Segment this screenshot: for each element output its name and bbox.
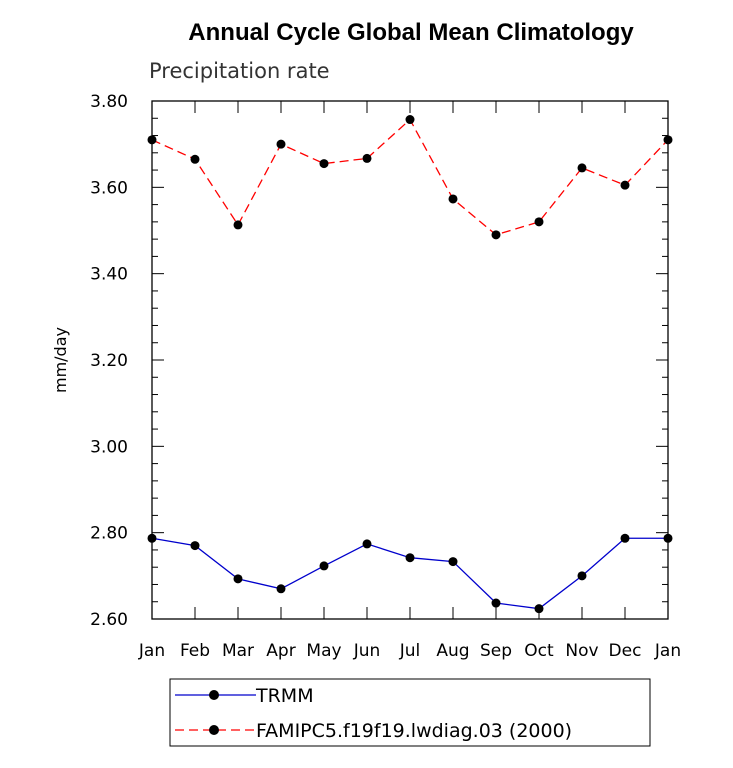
data-point-series-1 [405, 115, 415, 125]
data-point-series-0 [147, 533, 157, 543]
plot-area: 2.60 2.80 3.00 3.20 3.40 3.60 3.80 Jan Feb Mar Apr… [90, 92, 681, 661]
data-point-series-0 [362, 539, 372, 549]
legend: TRMM FAMIPC5.f19f19.lwdiag.03 (2000) [169, 678, 651, 747]
data-point-series-1 [233, 220, 243, 230]
series-line-0 [151, 537, 668, 610]
data-point-series-0 [405, 553, 415, 563]
data-point-series-0 [534, 604, 544, 614]
chart-title: Annual Cycle Global Mean Climatology [188, 19, 634, 46]
x-tick-label: Jan [138, 641, 165, 661]
data-point-series-1 [319, 159, 329, 169]
data-point-series-0 [276, 584, 286, 594]
x-tick-label: Apr [266, 641, 295, 661]
y-tick-label: 2.80 [90, 524, 128, 544]
x-tick-label: Aug [436, 641, 469, 661]
data-point-series-0 [319, 561, 329, 571]
legend-marker-famipc5 [209, 725, 219, 735]
y-tick-label: 3.60 [90, 178, 128, 198]
data-point-series-0 [663, 533, 673, 543]
y-tick-label: 2.60 [90, 610, 128, 630]
x-tick-label: Feb [180, 641, 210, 661]
data-point-series-0 [233, 574, 243, 584]
data-point-series-0 [491, 598, 501, 608]
legend-marker-trmm [209, 690, 219, 700]
x-tick-label: Mar [222, 641, 254, 661]
data-point-series-1 [577, 163, 587, 173]
legend-label-trmm: TRMM [255, 685, 314, 707]
x-tick-label: Nov [565, 641, 598, 661]
data-point-series-1 [534, 217, 544, 227]
chart-subtitle: Precipitation rate [149, 59, 330, 83]
data-point-series-1 [276, 139, 286, 149]
data-point-series-0 [448, 557, 458, 567]
plot-frame [151, 100, 669, 620]
data-point-series-1 [190, 154, 200, 164]
data-point-series-1 [147, 135, 157, 145]
x-tick-label: Jan [654, 641, 681, 661]
series-line-1 [151, 118, 669, 236]
x-tick-label: May [306, 641, 341, 661]
data-point-series-1 [620, 180, 630, 190]
data-point-series-1 [491, 230, 501, 240]
data-point-series-0 [577, 571, 587, 581]
data-point-series-0 [190, 541, 200, 551]
data-point-series-0 [620, 533, 630, 543]
y-tick-label: 3.80 [90, 92, 128, 112]
x-tick-label: Sep [480, 641, 512, 661]
y-tick-label: 3.40 [90, 265, 128, 285]
data-point-series-1 [362, 153, 372, 163]
y-axis-label: mm/day [51, 327, 70, 393]
x-tick-label: Oct [524, 641, 554, 661]
x-tick-label: Jul [399, 641, 421, 661]
data-point-series-1 [448, 194, 458, 204]
y-tick-label: 3.00 [90, 437, 128, 457]
legend-label-famipc5: FAMIPC5.f19f19.lwdiag.03 (2000) [256, 720, 572, 742]
y-tick-label: 3.20 [90, 351, 128, 371]
data-point-series-1 [663, 135, 673, 145]
legend-box [169, 678, 651, 747]
x-tick-label: Jun [353, 641, 381, 661]
x-tick-label: Dec [609, 641, 642, 661]
